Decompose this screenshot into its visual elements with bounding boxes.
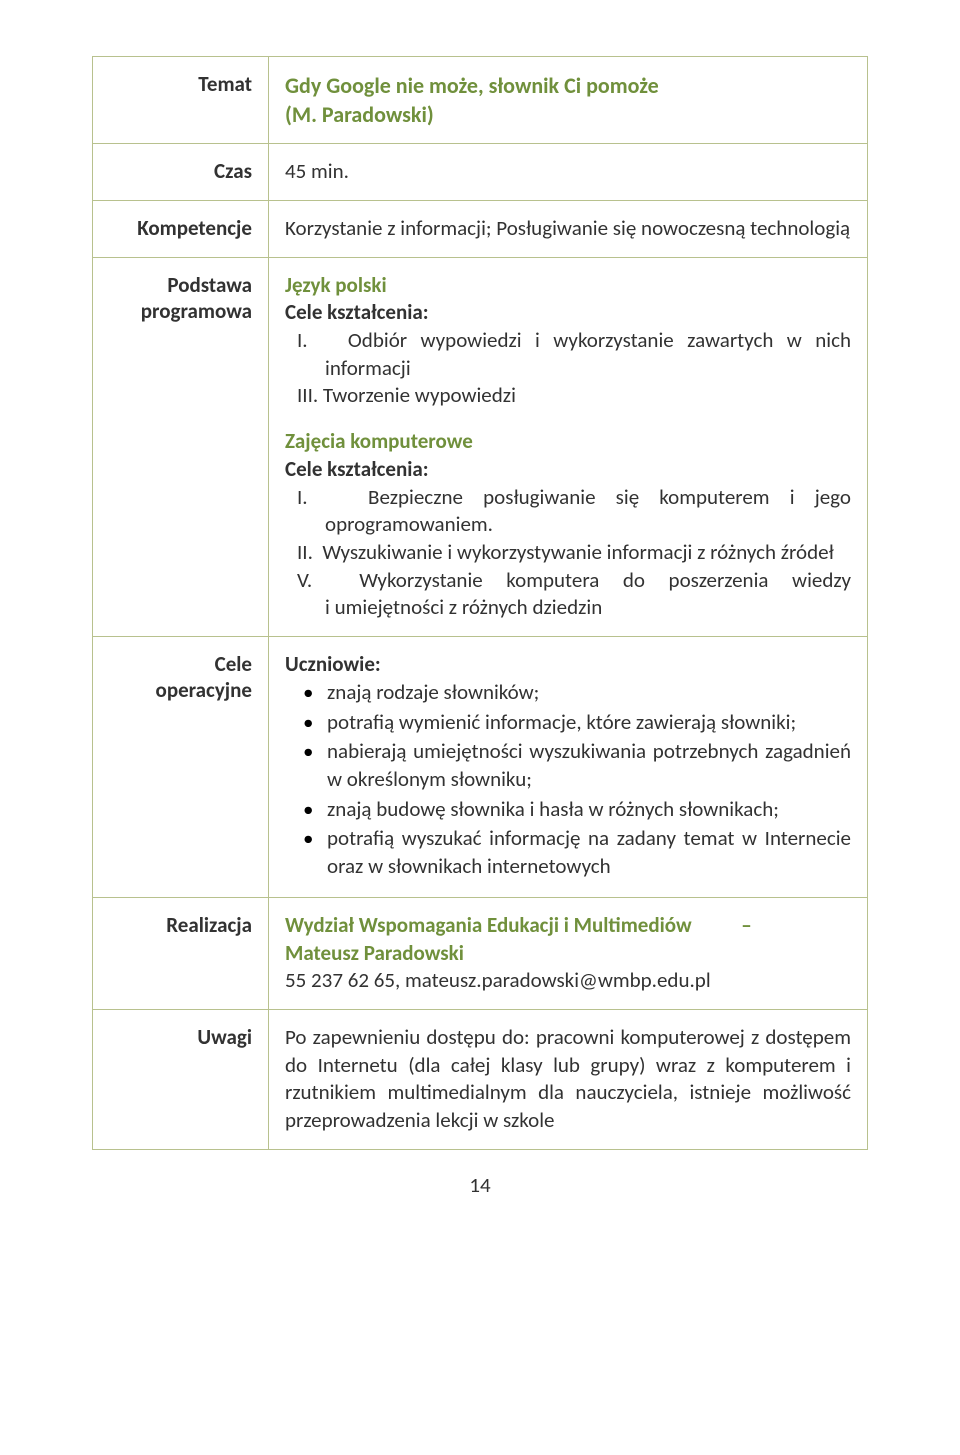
cele-list: znają rodzaje słowników; potrafią wymien… bbox=[285, 679, 851, 881]
label-temat: Temat bbox=[93, 57, 269, 144]
page-number: 14 bbox=[92, 1172, 868, 1198]
label-uwagi: Uwagi bbox=[93, 1010, 269, 1150]
cele-lead: Uczniowie: bbox=[285, 651, 851, 679]
document-table: Temat Gdy Google nie może, słownik Ci po… bbox=[92, 56, 868, 1150]
temat-author: (M. Paradowski) bbox=[285, 100, 851, 129]
jp-item-1: I. Odbiór wypowiedzi i wykorzystanie zaw… bbox=[285, 327, 851, 382]
label-podstawa: Podstawa programowa bbox=[93, 257, 269, 637]
row-podstawa: Podstawa programowa Język polski Cele ks… bbox=[93, 257, 868, 637]
list-item: potrafią wymienić informacje, które zawi… bbox=[327, 709, 851, 737]
jp-head: Język polski bbox=[285, 272, 851, 300]
content-realizacja: Wydział Wspomagania Edukacji i Multimedi… bbox=[269, 897, 868, 1009]
label-podstawa-1: Podstawa bbox=[109, 272, 252, 298]
jp-cele-head: Cele kształcenia: bbox=[285, 299, 851, 327]
list-item: nabierają umiejętności wyszukiwania potr… bbox=[327, 738, 851, 793]
row-kompetencje: Kompetencje Korzystanie z informacji; Po… bbox=[93, 200, 868, 257]
zk-item-1: I. Bezpieczne posługiwanie się komputere… bbox=[285, 484, 851, 539]
realizacja-dept: Wydział Wspomagania Edukacji i Multimedi… bbox=[285, 912, 692, 938]
label-realizacja: Realizacja bbox=[93, 897, 269, 1009]
row-czas: Czas 45 min. bbox=[93, 144, 868, 201]
row-uwagi: Uwagi Po zapewnieniu dostępu do: pracown… bbox=[93, 1010, 868, 1150]
realizacja-contact: 55 237 62 65, mateusz.paradowski@wmbp.ed… bbox=[285, 967, 851, 995]
label-cele-1: Cele bbox=[109, 651, 252, 677]
label-podstawa-2: programowa bbox=[109, 298, 252, 324]
content-podstawa: Język polski Cele kształcenia: I. Odbiór… bbox=[269, 257, 868, 637]
content-uwagi: Po zapewnieniu dostępu do: pracowni komp… bbox=[269, 1010, 868, 1150]
content-czas: 45 min. bbox=[269, 144, 868, 201]
content-temat: Gdy Google nie może, słownik Ci pomoże (… bbox=[269, 57, 868, 144]
jp-item-3: III. Tworzenie wypowiedzi bbox=[285, 382, 851, 410]
zk-item-2: II. Wyszukiwanie i wykorzystywanie infor… bbox=[285, 539, 851, 567]
realizacja-dash: – bbox=[741, 912, 751, 940]
content-cele-op: Uczniowie: znają rodzaje słowników; potr… bbox=[269, 637, 868, 898]
realizacja-line1: Wydział Wspomagania Edukacji i Multimedi… bbox=[285, 912, 851, 940]
label-cele-2: operacyjne bbox=[109, 677, 252, 703]
realizacja-person: Mateusz Paradowski bbox=[285, 940, 851, 968]
zk-cele-head: Cele kształcenia: bbox=[285, 456, 851, 484]
temat-title: Gdy Google nie może, słownik Ci pomoże bbox=[285, 71, 851, 100]
list-item: potrafią wyszukać informację na zadany t… bbox=[327, 825, 851, 880]
list-item: znają budowę słownika i hasła w różnych … bbox=[327, 796, 851, 824]
label-czas: Czas bbox=[93, 144, 269, 201]
zk-item-5: V. Wykorzystanie komputera do poszerzeni… bbox=[285, 567, 851, 622]
content-kompetencje: Korzystanie z informacji; Posługiwanie s… bbox=[269, 200, 868, 257]
label-cele-op: Cele operacyjne bbox=[93, 637, 269, 898]
row-cele-operacyjne: Cele operacyjne Uczniowie: znają rodzaje… bbox=[93, 637, 868, 898]
zk-head: Zajęcia komputerowe bbox=[285, 428, 851, 456]
label-kompetencje: Kompetencje bbox=[93, 200, 269, 257]
row-realizacja: Realizacja Wydział Wspomagania Edukacji … bbox=[93, 897, 868, 1009]
row-temat: Temat Gdy Google nie może, słownik Ci po… bbox=[93, 57, 868, 144]
list-item: znają rodzaje słowników; bbox=[327, 679, 851, 707]
